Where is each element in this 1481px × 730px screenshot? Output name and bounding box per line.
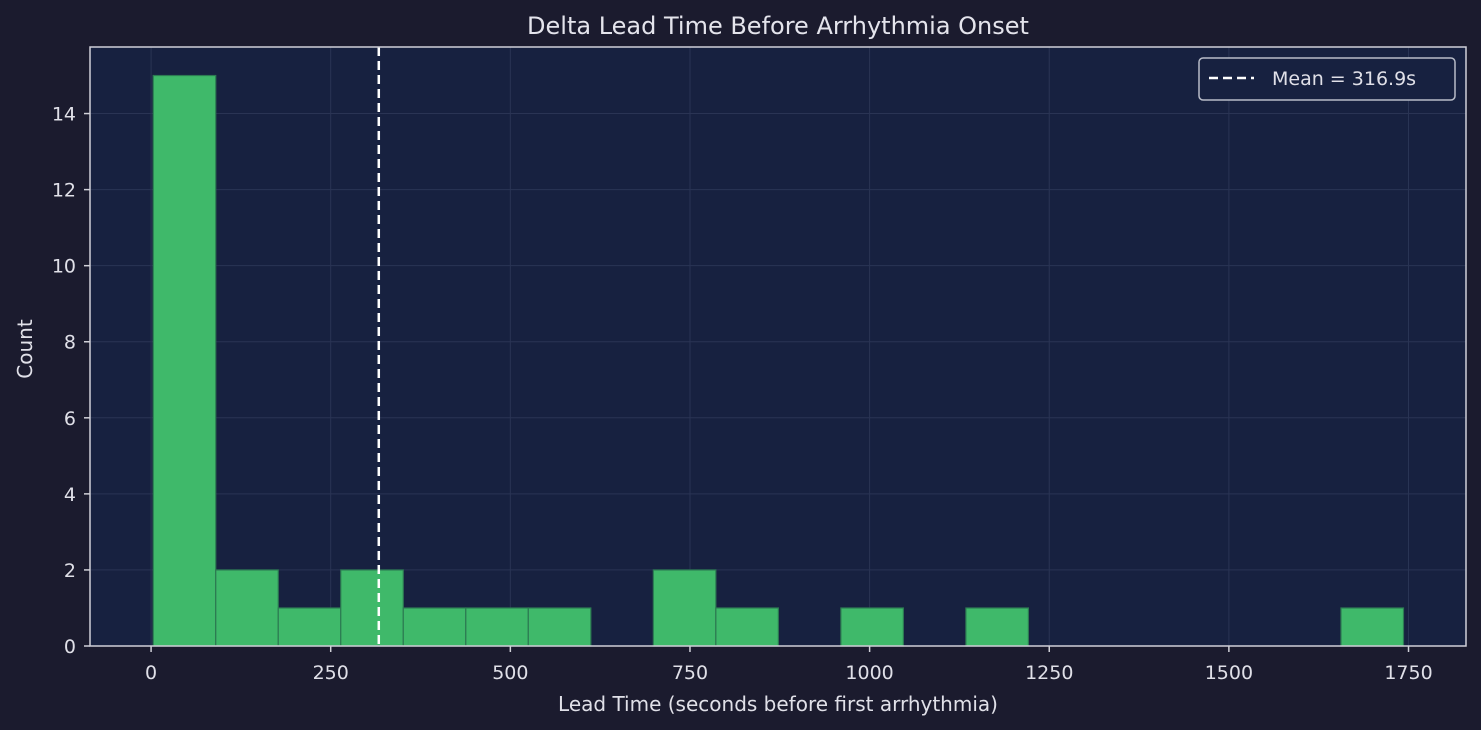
- x-tick-label: 500: [492, 662, 528, 684]
- y-tick-label: 2: [64, 560, 76, 582]
- y-tick-label: 6: [64, 408, 76, 430]
- histogram-bar: [465, 607, 529, 647]
- y-tick-label: 4: [64, 484, 76, 506]
- chart-title: Delta Lead Time Before Arrhythmia Onset: [527, 12, 1029, 40]
- histogram-bar: [527, 607, 592, 647]
- histogram-bar: [1340, 607, 1405, 647]
- y-tick-label: 14: [52, 104, 76, 126]
- x-tick-label: 1250: [1025, 662, 1073, 684]
- histogram-bar: [152, 74, 217, 647]
- histogram-bar: [715, 607, 779, 647]
- x-tick-label: 250: [313, 662, 349, 684]
- plot-frame: [89, 46, 1467, 647]
- histogram-bar: [277, 607, 342, 647]
- legend-label: Mean = 316.9s: [1272, 68, 1416, 90]
- histogram-bar: [840, 607, 904, 647]
- y-axis-label: Count: [13, 319, 37, 379]
- y-tick-label: 10: [52, 256, 76, 278]
- histogram-bar: [965, 607, 1030, 647]
- histogram-bar: [652, 569, 717, 647]
- y-axis-ticks: 0 2 4 6 8 10 12 14: [52, 104, 90, 658]
- histogram-bar: [402, 607, 467, 647]
- x-axis-label: Lead Time (seconds before first arrhythm…: [558, 692, 998, 716]
- legend: Mean = 316.9s: [1198, 57, 1456, 101]
- y-tick-label: 8: [64, 332, 76, 354]
- legend-box: [1198, 57, 1456, 101]
- x-tick-label: 1000: [845, 662, 893, 684]
- histogram-bars: [152, 74, 1405, 647]
- x-tick-label: 1750: [1384, 662, 1432, 684]
- x-tick-label: 1500: [1205, 662, 1253, 684]
- histogram-bar: [340, 569, 404, 647]
- x-tick-label: 0: [145, 662, 157, 684]
- x-axis-ticks: 0 250 500 750 1000 1250 1500 1750: [145, 646, 1433, 684]
- x-tick-label: 750: [672, 662, 708, 684]
- y-tick-label: 0: [64, 636, 76, 658]
- plot-area: [90, 47, 1466, 646]
- histogram-bar: [215, 569, 279, 647]
- y-tick-label: 12: [52, 180, 76, 202]
